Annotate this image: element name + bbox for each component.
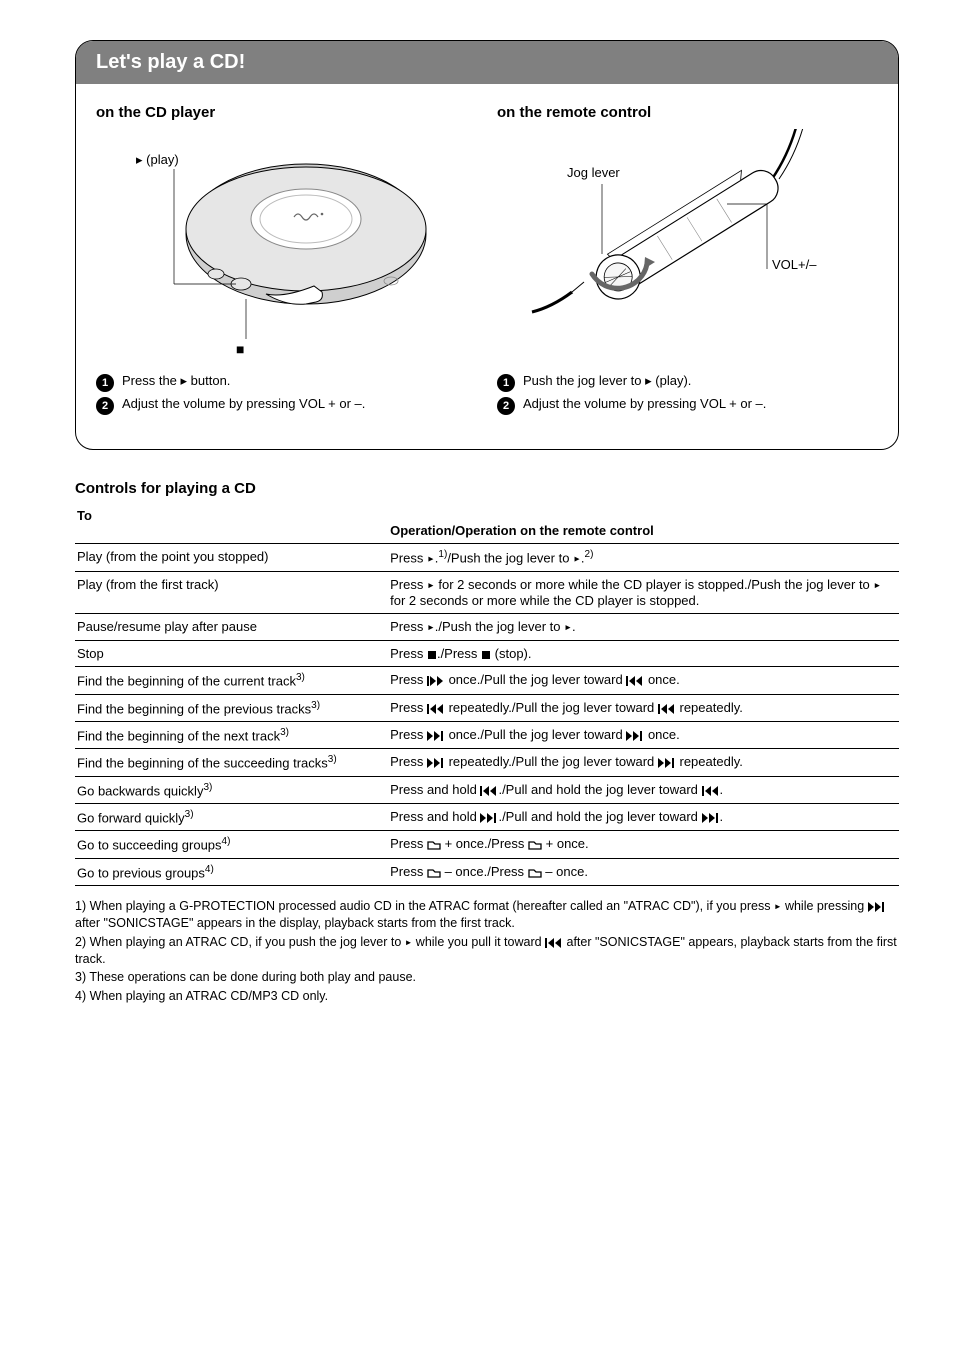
col-cd-player: on the CD player xyxy=(96,104,477,419)
table-row: Find the beginning of the next track3)Pr… xyxy=(75,721,899,748)
cell-to: Find the beginning of the current track3… xyxy=(75,667,388,694)
panel-title: Let's play a CD! xyxy=(76,41,898,84)
cell-op: Press and hold ./Pull and hold the jog l… xyxy=(388,803,899,830)
step-left-2: 2 Adjust the volume by pressing VOL + or… xyxy=(96,396,477,415)
step-text: Push the jog lever to ▸ (play). xyxy=(523,373,691,390)
th-op: On the CD player Operation/Operation on … xyxy=(388,503,899,544)
cell-op: Press once./Pull the jog lever toward on… xyxy=(388,667,899,694)
panel-body: on the CD player xyxy=(76,84,898,449)
play-cd-panel: Let's play a CD! on the CD player xyxy=(75,40,899,450)
operations-table: To On the CD player Operation/Operation … xyxy=(75,503,899,886)
step-right-2: 2 Adjust the volume by pressing VOL + or… xyxy=(497,396,878,415)
step-text: Press the ▸ button. xyxy=(122,373,230,390)
cell-to: Stop xyxy=(75,641,388,667)
step-text: Adjust the volume by pressing VOL + or –… xyxy=(523,396,766,413)
cell-op: Press repeatedly./Pull the jog lever tow… xyxy=(388,694,899,721)
cell-to: Find the beginning of the next track3) xyxy=(75,721,388,748)
cell-to: Find the beginning of the succeeding tra… xyxy=(75,749,388,776)
table-row: Go backwards quickly3)Press and hold ./P… xyxy=(75,776,899,803)
step-right-1: 1 Push the jog lever to ▸ (play). xyxy=(497,373,878,392)
table-row: StopPress ./Press (stop). xyxy=(75,641,899,667)
table-row: Find the beginning of the succeeding tra… xyxy=(75,749,899,776)
table-row: Find the beginning of the previous track… xyxy=(75,694,899,721)
cd-player-illustration: ▸ (play) ■ xyxy=(96,129,477,359)
th-op-visible: Operation/Operation on the remote contro… xyxy=(390,523,654,538)
footnote-3: 3) These operations can be done during b… xyxy=(75,969,899,986)
cell-to: Find the beginning of the previous track… xyxy=(75,694,388,721)
svg-text:▸ (play): ▸ (play) xyxy=(136,152,179,167)
th-to: To xyxy=(75,503,388,544)
col-remote: on the remote control xyxy=(497,104,878,419)
footnotes: 1) When playing a G-PROTECTION processed… xyxy=(75,898,899,1005)
cell-to: Go forward quickly3) xyxy=(75,803,388,830)
col-title-left: on the CD player xyxy=(96,104,477,121)
cell-to: Go to previous groups4) xyxy=(75,858,388,885)
cell-op: Press ./Press (stop). xyxy=(388,641,899,667)
col-title-right: on the remote control xyxy=(497,104,878,121)
cell-to: Play (from the first track) xyxy=(75,572,388,614)
cell-to: Go to succeeding groups4) xyxy=(75,831,388,858)
svg-text:VOL+/–: VOL+/– xyxy=(772,257,817,272)
table-row: Play (from the point you stopped)Press ▸… xyxy=(75,544,899,572)
cell-op: Press ▸ for 2 seconds or more while the … xyxy=(388,572,899,614)
svg-text:Jog lever: Jog lever xyxy=(567,165,620,180)
cell-op: Press ▸.1)/Push the jog lever to ▸.2) xyxy=(388,544,899,572)
steps-right: 1 Push the jog lever to ▸ (play). 2 Adju… xyxy=(497,369,878,419)
steps-left: 1 Press the ▸ button. 2 Adjust the volum… xyxy=(96,369,477,419)
cell-to: Pause/resume play after pause xyxy=(75,614,388,641)
table-row: Go forward quickly3)Press and hold ./Pul… xyxy=(75,803,899,830)
svg-text:■: ■ xyxy=(236,341,244,357)
controls-title: Controls for playing a CD xyxy=(75,480,899,497)
step-num-icon: 2 xyxy=(96,397,114,415)
step-num-icon: 2 xyxy=(497,397,515,415)
table-row: Find the beginning of the current track3… xyxy=(75,667,899,694)
step-text: Adjust the volume by pressing VOL + or –… xyxy=(122,396,365,413)
footnote-2: 2) When playing an ATRAC CD, if you push… xyxy=(75,934,899,968)
table-row: Go to succeeding groups4)Press + once./P… xyxy=(75,831,899,858)
cell-op: Press – once./Press – once. xyxy=(388,858,899,885)
cell-op: Press ▸./Push the jog lever to ▸. xyxy=(388,614,899,641)
step-left-1: 1 Press the ▸ button. xyxy=(96,373,477,392)
table-row: Go to previous groups4)Press – once./Pre… xyxy=(75,858,899,885)
cell-to: Play (from the point you stopped) xyxy=(75,544,388,572)
footnote-1: 1) When playing a G-PROTECTION processed… xyxy=(75,898,899,932)
cell-op: Press repeatedly./Pull the jog lever tow… xyxy=(388,749,899,776)
table-row: Play (from the first track)Press ▸ for 2… xyxy=(75,572,899,614)
remote-illustration: Jog lever VOL+/– xyxy=(497,129,878,359)
footnote-4: 4) When playing an ATRAC CD/MP3 CD only. xyxy=(75,988,899,1005)
cell-to: Go backwards quickly3) xyxy=(75,776,388,803)
cell-op: Press and hold ./Pull and hold the jog l… xyxy=(388,776,899,803)
cell-op: Press once./Pull the jog lever toward on… xyxy=(388,721,899,748)
step-num-icon: 1 xyxy=(96,374,114,392)
step-num-icon: 1 xyxy=(497,374,515,392)
table-row: Pause/resume play after pausePress ▸./Pu… xyxy=(75,614,899,641)
cell-op: Press + once./Press + once. xyxy=(388,831,899,858)
